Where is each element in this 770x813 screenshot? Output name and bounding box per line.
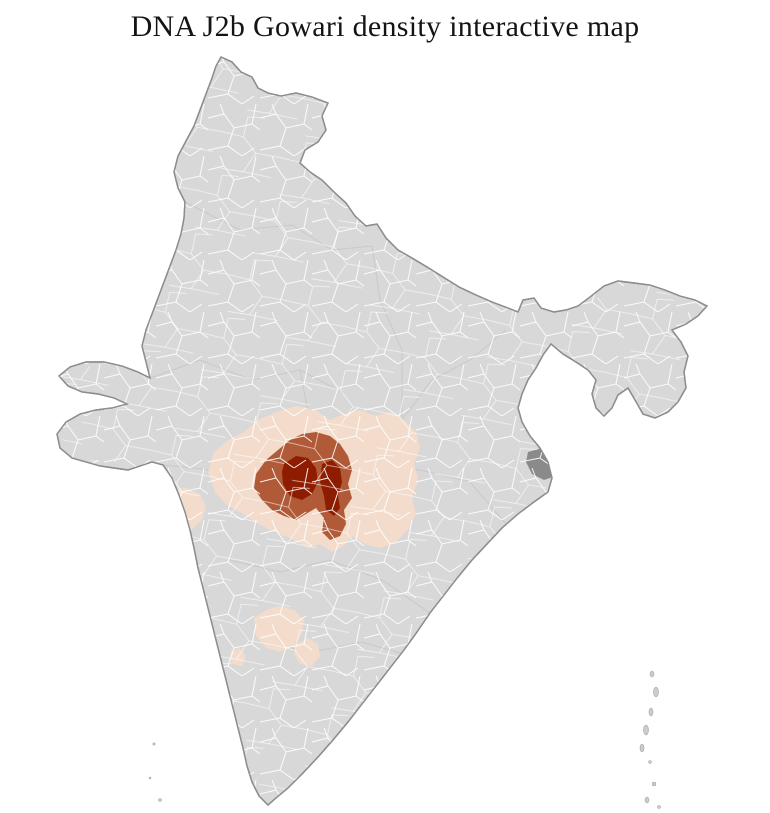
lakshadweep-islands[interactable] (148, 742, 162, 802)
andaman-nicobar-islands[interactable] (639, 670, 661, 809)
map-title: DNA J2b Gowari density interactive map (130, 10, 640, 43)
india-outer-border (56, 56, 709, 806)
